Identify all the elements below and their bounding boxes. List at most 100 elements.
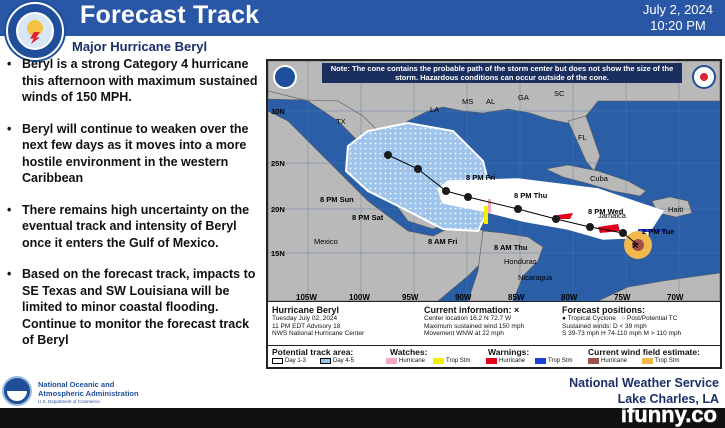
place-label: FL [578, 133, 587, 142]
lon-label: 90W [455, 293, 472, 301]
department-name: U.S. Department of Commerce [38, 399, 100, 404]
watermark-bar [0, 408, 725, 428]
hurricane-wind-swatch-icon [588, 358, 599, 364]
track-label: 8 PM Sun [320, 195, 354, 204]
watermark: ifunny.co [620, 402, 718, 428]
forecast-map: × Note: The cone contains the probable p… [268, 61, 720, 301]
page-subtitle: Major Hurricane Beryl [72, 39, 208, 54]
track-point [442, 187, 450, 195]
issue-date: July 2, 2024 [642, 2, 713, 17]
current-line: Movement WNW at 22 mph [424, 330, 504, 338]
post-potential-tc-icon: ○ [621, 315, 626, 322]
place-label: LA [430, 105, 440, 114]
bullet-item: Beryl will continue to weaken over the n… [4, 121, 262, 187]
lat-label: 25N [271, 159, 285, 168]
track-point [552, 215, 560, 223]
header-band [0, 0, 725, 36]
forecast-graphic: × Note: The cone contains the probable p… [266, 59, 722, 369]
track-point [514, 205, 522, 213]
place-label: SC [554, 89, 565, 98]
issue-datetime: July 2, 2024 10:20 PM [643, 2, 713, 34]
hurricane-warning-swatch-icon [486, 358, 497, 364]
noaa-logo-icon [273, 65, 297, 89]
track-label: 8 PM Wed [588, 207, 624, 216]
nws-name: National Weather Service [569, 376, 719, 390]
lon-label: 75W [614, 293, 631, 301]
cuba-land [545, 164, 647, 197]
legend-label: Day 4-5 [333, 358, 355, 364]
noaa-logo-icon [2, 376, 32, 406]
storm-line: Tuesday July 02, 2024 [272, 315, 338, 322]
day1-3-swatch-icon [272, 358, 283, 364]
map-legend: Potential track area: Day 1-3 Day 4-5 Wa… [268, 345, 720, 367]
lon-label: 105W [296, 293, 317, 301]
place-label: Mexico [314, 237, 338, 246]
legend-label: Trop Stm [446, 358, 471, 364]
south-america-land [597, 272, 720, 301]
place-label: AL [486, 97, 496, 106]
current-line: Center location 16.2 N 72.7 W [424, 315, 512, 322]
noaa-name-line: National Oceanic and [38, 380, 115, 389]
issue-time: 10:20 PM [650, 18, 706, 33]
current-line: Maximum sustained wind 150 mph [424, 322, 525, 330]
legend-item: Day 4-5 [320, 358, 354, 364]
hurricane-warning-jamaica [598, 224, 620, 233]
warnings-heading: Warnings: [488, 347, 530, 357]
track-point [414, 165, 422, 173]
legend-item: Hurricane [386, 358, 425, 364]
current-info-block: Current information: × Center location 1… [424, 305, 564, 338]
nws-office: National Weather Service Lake Charles, L… [569, 375, 719, 407]
trop-storm-warning-swatch-icon [535, 358, 546, 364]
forecast-legend-row: ● Tropical Cyclone ○ Post/Potential TC [562, 315, 718, 323]
forecast-legend-label: Tropical Cyclone [567, 315, 616, 322]
trop-storm-warning-segment [638, 229, 666, 232]
track-label: 8 PM Fri [466, 173, 496, 182]
tropical-cyclone-icon: ● [562, 315, 566, 322]
bullet-item: Based on the forecast track, impacts to … [4, 266, 262, 349]
lat-label: 20N [271, 205, 285, 214]
cone-disclaimer: Note: The cone contains the probable pat… [322, 63, 682, 83]
lon-label: 85W [508, 293, 525, 301]
track-points [384, 151, 627, 237]
lat-label: 30N [271, 107, 285, 116]
track-label: 2 PM Tue [642, 227, 675, 236]
track-point [464, 193, 472, 201]
lon-label: 70W [667, 293, 684, 301]
hurricane-warning-cuba [556, 213, 573, 219]
place-label: Nicaragua [518, 273, 553, 282]
forecast-line: S 39-73 mph H 74-110 mph M > 110 mph [562, 330, 682, 338]
place-label: Honduras [504, 257, 537, 266]
track-area-heading: Potential track area: [272, 347, 354, 357]
storm-line: NWS National Hurricane Center [272, 330, 365, 338]
noaa-seal-icon [6, 2, 64, 60]
nws-logo-icon [692, 65, 716, 89]
place-label: MS [462, 97, 474, 106]
track-label: 8 AM Thu [494, 243, 528, 252]
legend-label: Day 1-3 [285, 358, 307, 364]
trop-storm-watch-segment [484, 206, 488, 224]
track-point [586, 223, 594, 231]
forecast-positions-block: Forecast positions: ● Tropical Cyclone ○… [562, 305, 718, 338]
bullet-item: Beryl is a strong Category 4 hurricane t… [4, 56, 262, 106]
lon-label: 80W [561, 293, 578, 301]
lon-label: 100W [349, 293, 370, 301]
track-label: 8 PM Thu [514, 191, 548, 200]
track-label: 8 PM Sat [352, 213, 384, 222]
storm-info-panel: Hurricane Beryl Tuesday July 02, 2024 11… [268, 301, 720, 345]
storm-id-block: Hurricane Beryl Tuesday July 02, 2024 11… [272, 305, 412, 338]
current-position-marker: × [632, 240, 638, 252]
legend-item: Trop Stm [433, 358, 470, 364]
bullet-item: There remains high uncertainty on the ev… [4, 202, 262, 252]
day4-5-swatch-icon [320, 358, 331, 364]
legend-label: Trop Stm [655, 358, 680, 364]
current-info-heading: Current information: × [424, 305, 564, 315]
forecast-legend-label: Post/Potential TC [626, 315, 678, 322]
forecast-positions-heading: Forecast positions: [562, 305, 646, 315]
noaa-name: National Oceanic and Atmospheric Adminis… [38, 380, 139, 398]
legend-item: Trop Stm [535, 358, 572, 364]
forecast-line: Sustained winds: D < 39 mph [562, 322, 647, 330]
current-position-icon: × [514, 305, 520, 315]
place-label: Cuba [590, 174, 608, 183]
legend-label: Trop Stm [548, 358, 573, 364]
lon-label: 95W [402, 293, 419, 301]
